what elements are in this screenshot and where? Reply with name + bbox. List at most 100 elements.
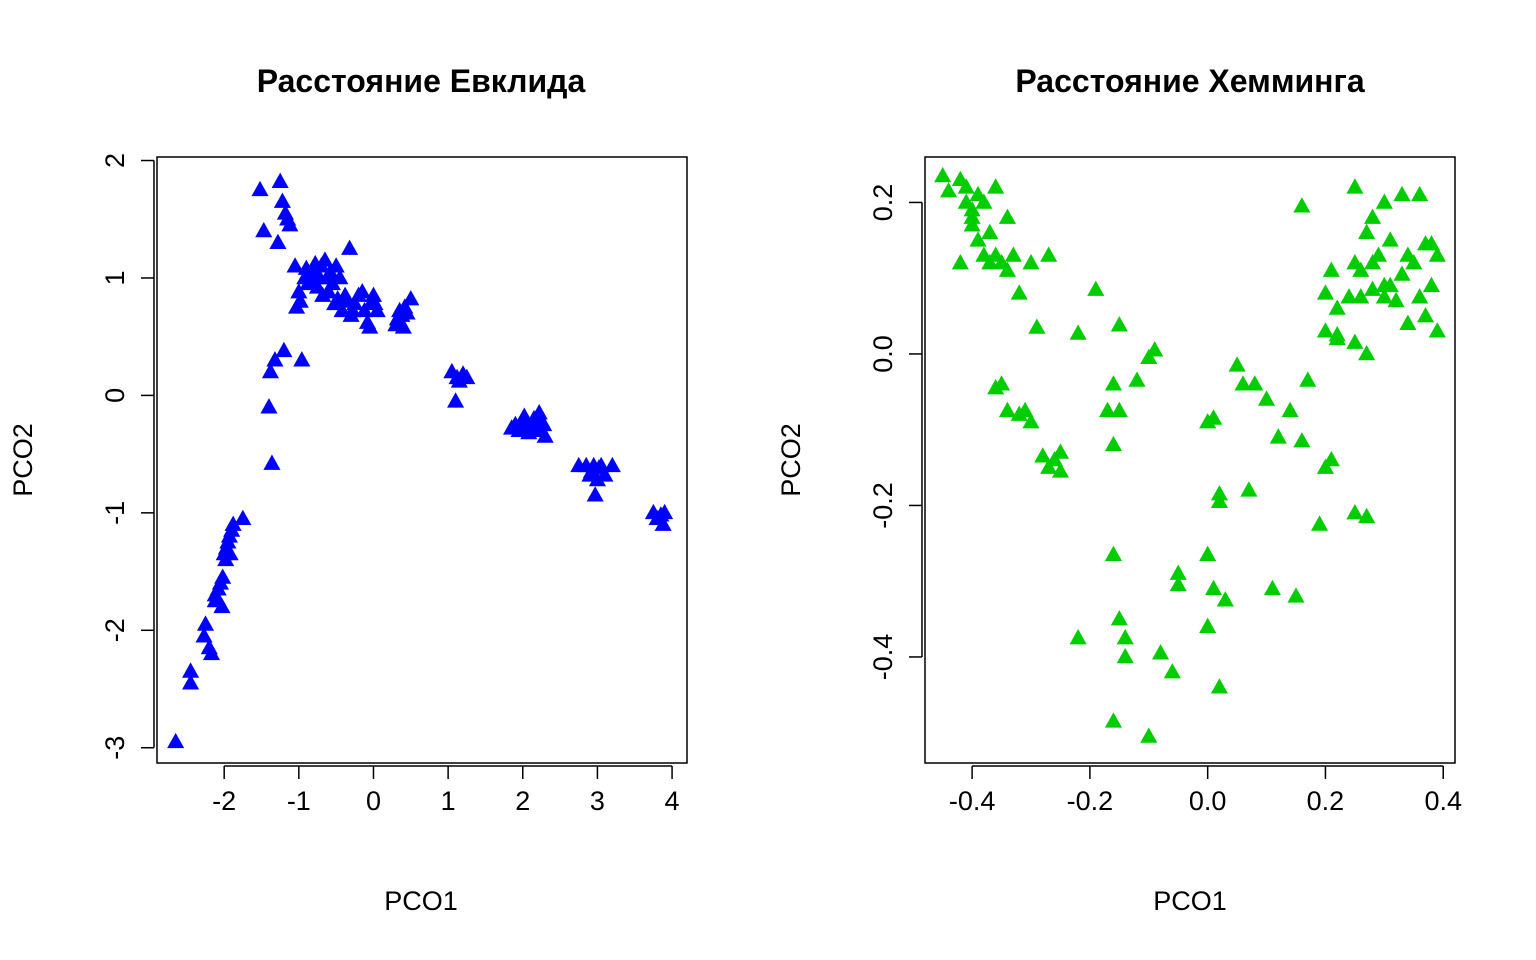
hamming-data-point <box>1104 712 1122 728</box>
euclid-data-point <box>275 341 293 358</box>
hamming-data-point <box>1163 663 1181 679</box>
hamming-data-point <box>1293 197 1311 213</box>
hamming-data-point <box>1428 246 1446 262</box>
hamming-data-point <box>1199 545 1217 561</box>
euclid-x-tick-label: 0 <box>366 786 381 816</box>
hamming-data-point <box>1293 432 1311 448</box>
euclid-y-tick-label: -3 <box>100 736 130 760</box>
euclid-data-point <box>293 351 311 367</box>
euclid-data-point <box>536 427 554 443</box>
hamming-data-point <box>1110 401 1128 418</box>
euclid-x-axis-label: PCO1 <box>384 886 458 916</box>
euclid-data-point <box>202 644 221 661</box>
euclid-y-tick-label: 2 <box>100 153 130 168</box>
hamming-data-point <box>1205 579 1223 596</box>
euclid-data-point <box>656 503 674 520</box>
hamming-data-point <box>998 261 1016 277</box>
hamming-data-point <box>1311 515 1329 531</box>
hamming-data-point <box>1169 575 1187 592</box>
hamming-data-point <box>1399 246 1417 262</box>
hamming-data-point <box>1069 629 1087 645</box>
hamming-data-point <box>998 208 1016 224</box>
hamming-data-point <box>1411 288 1429 304</box>
hamming-data-point <box>1287 587 1305 603</box>
hamming-data-point <box>1234 375 1252 391</box>
hamming-plot-frame <box>924 156 1456 764</box>
euclid-data-point <box>355 301 374 318</box>
euclid-data-point <box>515 407 533 423</box>
hamming-y-tick-label: 0.0 <box>868 335 898 373</box>
hamming-data-point <box>1022 413 1040 429</box>
euclid-chart-title: Расстояние Евклида <box>257 63 586 99</box>
hamming-x-tick-label: 0.2 <box>1307 786 1345 816</box>
hamming-x-axis: -0.4 -0.2 0.0 0.2 0.4 <box>949 765 1462 816</box>
hamming-data-point <box>1004 246 1022 262</box>
hamming-data-point <box>1110 610 1128 626</box>
euclid-data-point <box>447 392 465 408</box>
euclid-data-point <box>586 486 604 502</box>
euclid-data-point <box>588 470 606 487</box>
euclid-y-tick-label: 1 <box>100 270 130 285</box>
euclid-data-point <box>530 404 548 420</box>
euclid-data-point <box>402 290 420 306</box>
hamming-data-point <box>1281 401 1299 418</box>
hamming-y-tick-label: 0.2 <box>868 184 898 222</box>
euclid-data-point <box>316 251 334 267</box>
euclid-x-tick-label: -2 <box>212 786 236 816</box>
euclid-data-point <box>290 283 308 299</box>
hamming-x-tick-label: 0.0 <box>1189 786 1227 816</box>
hamming-data-point <box>963 216 981 232</box>
euclid-y-tick-label: 0 <box>100 388 130 403</box>
hamming-data-point <box>1393 265 1411 281</box>
euclid-data-point <box>214 568 232 584</box>
hamming-data-point <box>1346 504 1364 520</box>
euclid-data-point <box>213 597 231 614</box>
hamming-data-point <box>1417 235 1435 251</box>
hamming-data-point <box>1010 405 1028 421</box>
hamming-data-point <box>1399 314 1417 330</box>
hamming-data-point <box>998 401 1016 418</box>
euclid-x-tick-label: -1 <box>287 786 311 816</box>
hamming-data-point <box>1034 447 1052 463</box>
hamming-data-point <box>1210 485 1228 501</box>
hamming-data-point <box>1364 254 1382 270</box>
hamming-data-point <box>1216 591 1234 607</box>
hamming-data-point <box>1099 401 1117 418</box>
hamming-data-point <box>1375 288 1393 304</box>
hamming-data-point <box>1269 428 1287 444</box>
hamming-data-point <box>1358 344 1376 361</box>
hamming-data-point <box>1417 307 1435 323</box>
hamming-data-point <box>1393 185 1411 202</box>
hamming-y-tick-label: -0.2 <box>868 482 898 529</box>
hamming-data-point <box>1352 261 1370 277</box>
hamming-data-point <box>1028 318 1046 334</box>
hamming-data-point <box>1152 644 1170 660</box>
euclid-data-point <box>341 239 359 255</box>
hamming-x-tick-label: 0.4 <box>1424 786 1462 816</box>
hamming-data-point <box>1328 299 1346 315</box>
hamming-data-point <box>993 375 1011 391</box>
hamming-data-point <box>1040 458 1058 474</box>
euclid-data-point <box>346 294 364 311</box>
hamming-data-point <box>1375 193 1393 209</box>
euclid-data-point <box>353 283 371 299</box>
hamming-data-point <box>1411 185 1429 202</box>
euclid-y-axis: -3 -2 -1 0 1 2 <box>100 153 155 760</box>
euclid-data-point <box>603 456 621 473</box>
hamming-data-point <box>969 231 987 247</box>
euclid-data-point <box>234 509 252 526</box>
hamming-data-point <box>934 166 952 183</box>
hamming-data-point <box>1140 727 1158 743</box>
hamming-data-point <box>1210 678 1228 694</box>
hamming-data-point <box>987 178 1005 194</box>
euclid-data-point <box>361 318 379 334</box>
hamming-data-point <box>1328 329 1346 346</box>
hamming-data-point <box>1110 316 1128 332</box>
hamming-data-point <box>1010 284 1028 300</box>
hamming-data-point <box>975 193 993 209</box>
euclid-data-point <box>331 268 349 285</box>
euclid-data-point <box>281 216 299 232</box>
euclid-data-point <box>596 466 614 482</box>
hamming-data-point <box>1299 371 1317 387</box>
